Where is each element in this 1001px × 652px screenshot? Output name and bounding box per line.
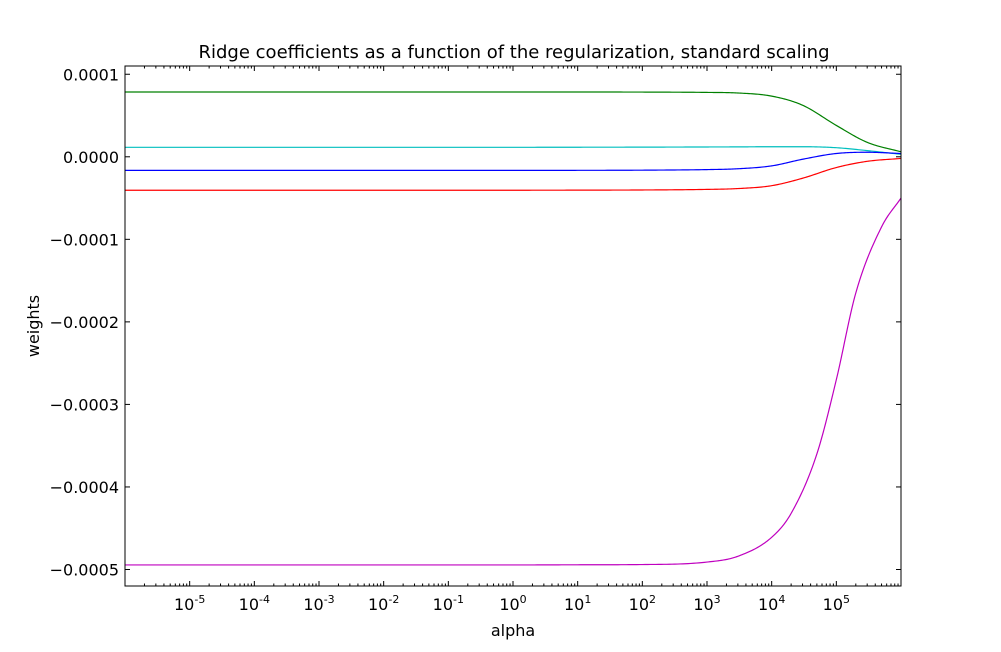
series-line-4 <box>125 157 902 191</box>
y-tick-label: 0.0000 <box>63 148 119 167</box>
x-tick-label: 105 <box>823 593 850 614</box>
x-tick-label: 100 <box>499 593 526 614</box>
y-tick-label: 0.0001 <box>63 65 119 84</box>
x-tick-label: 101 <box>564 593 591 614</box>
y-tick-label: −0.0002 <box>50 313 119 332</box>
x-tick-label: 102 <box>629 593 656 614</box>
series-line-3 <box>125 151 902 172</box>
x-tick-label: 104 <box>758 593 785 614</box>
y-tick-label: −0.0001 <box>50 230 119 249</box>
x-axis-label: alpha <box>491 621 535 640</box>
axis-ticks <box>125 66 901 586</box>
series-line-2 <box>125 146 902 155</box>
axis-tick-labels: 10-5 10-4 10-3 10-2 10-1 100 101 102 103 104 105 0.… <box>50 65 850 614</box>
x-tick-label: 10-4 <box>239 593 270 614</box>
y-axis-label: weights <box>24 295 43 357</box>
x-tick-label: 103 <box>693 593 720 614</box>
y-tick-label: −0.0004 <box>50 478 119 497</box>
x-tick-label: 10-3 <box>303 593 334 614</box>
x-tick-label: 10-5 <box>174 593 205 614</box>
chart-title: Ridge coefficients as a function of the … <box>199 42 830 63</box>
series-line-1 <box>125 91 902 153</box>
plot-frame <box>124 65 902 587</box>
x-tick-label: 10-1 <box>433 593 464 614</box>
y-tick-label: −0.0003 <box>50 395 119 414</box>
y-tick-label: −0.0005 <box>50 560 119 579</box>
x-tick-label: 10-2 <box>368 593 399 614</box>
series-line-5 <box>125 197 902 566</box>
series-lines <box>125 91 902 566</box>
